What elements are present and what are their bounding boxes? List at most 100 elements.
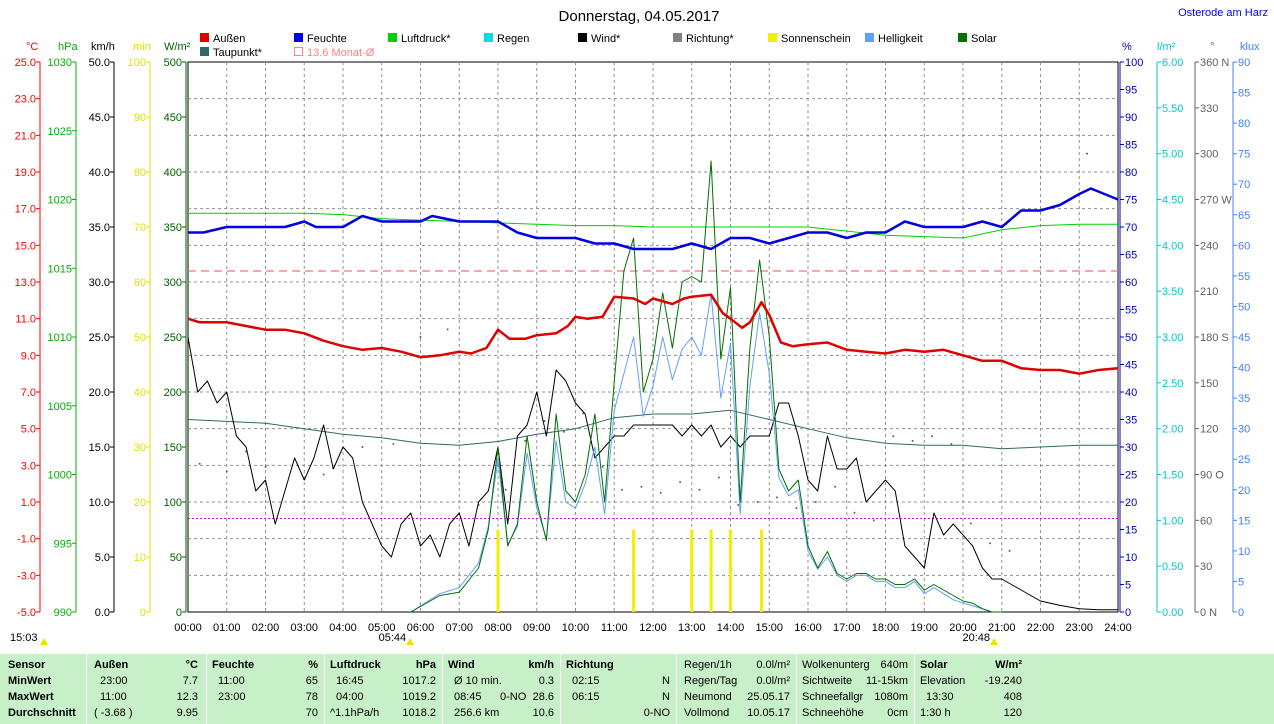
legend-swatch: [578, 33, 587, 42]
stats-luftdruck-min-time: 16:45: [336, 675, 364, 687]
x-tick-label: 01:00: [213, 622, 241, 634]
x-tick-label: 16:00: [794, 622, 822, 634]
axis-tick-label-percent: 90: [1125, 112, 1137, 124]
axis-tick-label-min: 30: [134, 442, 146, 454]
axis-tick-label-hpa: 1000: [48, 470, 72, 482]
axis-tick-label-percent: 85: [1125, 140, 1137, 152]
x-tick-label: 12:00: [639, 622, 667, 634]
stats-luftdruck-trend: ^1.1hPa/h: [330, 707, 380, 719]
x-tick-label: 11:00: [601, 622, 628, 634]
direction-point: [737, 504, 740, 507]
axis-tick-label-deg: 0 N: [1200, 607, 1217, 619]
axis-tick-label-lm2: 0.00: [1162, 607, 1183, 619]
stats-aussen-max-value: 12.3: [176, 691, 198, 703]
axis-tick-label-min: 100: [128, 57, 146, 69]
x-tick-label: 05:00: [368, 622, 396, 634]
stats-wind-distance: 256.6 km: [454, 707, 500, 719]
stats-aussen-avg-note: ( -3.68 ): [94, 707, 133, 719]
sunrise-marker: [406, 638, 415, 645]
stats-richtung-min-value: N: [662, 675, 670, 687]
x-tick-label: 03:00: [290, 622, 318, 634]
stats-wind-max-value: 28.6: [532, 691, 554, 703]
stats-feuchte-min-time: 11:00: [218, 675, 245, 687]
stats-wind-avg-value: 10.6: [532, 707, 554, 719]
axis-tick-label-min: 0: [140, 607, 146, 619]
stats-table: Sensor MinWert MaxWert Durchschnitt Auße…: [0, 654, 1274, 724]
stats-header-feuchte: Feuchte: [212, 659, 255, 671]
location-label: Osterode am Harz: [1178, 7, 1268, 19]
legend-label: Außen: [213, 33, 245, 45]
direction-point: [601, 465, 604, 468]
legend-label: Regen: [497, 33, 529, 45]
stats-solar-max-time: 13:30: [926, 691, 954, 703]
series-line-wind: [187, 336, 1118, 611]
axis-tick-label-deg: 360 N: [1200, 57, 1229, 69]
stats-header-solar-unit: W/m²: [995, 659, 1022, 671]
axis-tick-label-percent: 15: [1125, 525, 1137, 537]
axis-tick-label-wm2: 50: [170, 552, 182, 564]
stats-richtung-max-time: 06:15: [572, 691, 600, 703]
sunset-marker: [990, 638, 998, 645]
axis-tick-label-hpa: 1005: [48, 401, 72, 413]
direction-point: [419, 336, 422, 338]
stats-schneehoehe-value: 0cm: [887, 707, 908, 719]
axis-tick-label-hpa: 1020: [48, 195, 72, 207]
axis-tick-label-kmh: 10.0: [89, 497, 110, 509]
axis-tick-label-percent: 100: [1125, 57, 1143, 69]
legend-swatch: [200, 33, 209, 42]
axis-tick-label-percent: 45: [1125, 360, 1137, 372]
axis-tick-label-deg: 300: [1200, 149, 1218, 161]
stats-vollmond-value: 10.05.17: [747, 707, 790, 719]
stats-neumond-value: 25.05.17: [747, 691, 790, 703]
legend-label: Taupunkt*: [213, 47, 263, 59]
axis-tick-label-celsius: 19.0: [15, 167, 36, 179]
direction-point: [717, 476, 720, 479]
direction-point: [504, 488, 507, 491]
axis-tick-label-wm2: 300: [164, 277, 182, 289]
x-tick-label: 06:00: [407, 622, 435, 634]
weather-chart: Donnerstag, 04.05.2017 Osterode am Harz …: [10, 7, 1268, 645]
direction-point: [795, 507, 798, 510]
direction-point: [659, 491, 662, 494]
axis-tick-label-min: 60: [134, 277, 146, 289]
stats-luftdruck-avg-value: 1018.2: [402, 707, 436, 719]
direction-point: [776, 496, 778, 499]
chart-axes: °C 25.0 23.0 21.0 19.0 17.0 15.0 13.0 11.0 9.0 7.0…: [15, 41, 1260, 619]
axis-tick-label-deg: 30: [1200, 561, 1212, 573]
stats-aussen-max-time: 11:00: [100, 691, 127, 703]
legend-swatch: [388, 33, 397, 42]
plot-frame: [187, 61, 1119, 613]
axis-tick-label-lm2: 4.50: [1162, 195, 1183, 207]
axis-title-klux: klux: [1240, 41, 1260, 53]
axis-tick-label-hpa: 1025: [48, 126, 72, 138]
axis-tick-label-klux: 5: [1238, 576, 1244, 588]
axis-tick-label-celsius: 13.0: [15, 277, 36, 289]
axis-tick-label-percent: 55: [1125, 305, 1137, 317]
stats-regen-1h-value: 0.0l/m²: [756, 659, 790, 671]
axis-tick-label-kmh: 35.0: [89, 222, 110, 234]
stats-solar-max-value: 408: [1003, 691, 1022, 703]
legend-label: Richtung*: [686, 33, 734, 45]
axis-tick-label-wm2: 250: [164, 332, 182, 344]
legend-swatch: [294, 47, 303, 56]
axis-title-celsius: °C: [26, 41, 38, 53]
stats-richtung-min-time: 02:15: [572, 675, 600, 687]
legend-label: Helligkeit: [878, 33, 923, 45]
axis-tick-label-wm2: 350: [164, 222, 182, 234]
x-tick-label: 22:00: [1027, 622, 1055, 634]
x-tick-label: 04:00: [329, 622, 357, 634]
axis-tick-label-klux: 85: [1238, 88, 1250, 100]
chart-legend: Außen Feuchte Luftdruck* Regen Wind* Richtung…: [200, 33, 997, 59]
stats-header-wind: Wind: [448, 659, 475, 671]
legend-label: Luftdruck*: [401, 33, 451, 45]
axis-tick-label-percent: 70: [1125, 222, 1137, 234]
series-line-feuchte: [188, 187, 1119, 251]
direction-point: [989, 542, 992, 545]
direction-point: [872, 519, 875, 522]
direction-point: [392, 442, 395, 445]
axis-tick-label-celsius: -3.0: [17, 570, 36, 582]
axis-tick-label-wm2: 400: [164, 167, 182, 179]
axis-tick-label-percent: 20: [1125, 497, 1137, 509]
direction-point: [931, 435, 933, 438]
axis-tick-label-kmh: 5.0: [95, 552, 110, 564]
